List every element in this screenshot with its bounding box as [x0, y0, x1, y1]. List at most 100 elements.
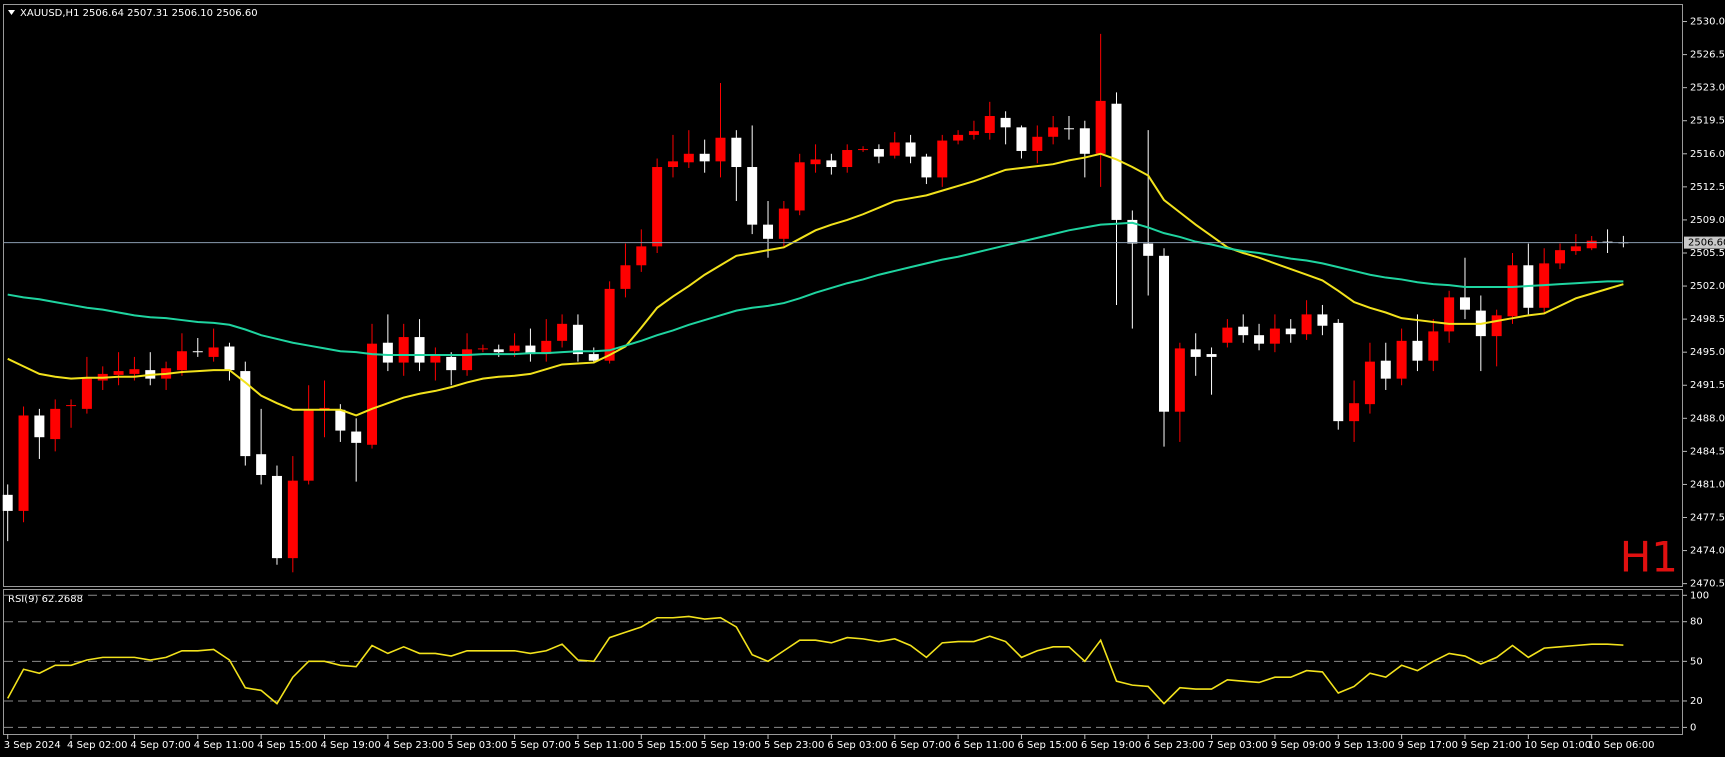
candle-body — [113, 371, 124, 375]
y-tick-label: 2505.50 — [1690, 248, 1725, 259]
candle-body — [1016, 127, 1027, 151]
y-tick-label: 20 — [1690, 696, 1703, 707]
candle-body — [794, 162, 805, 211]
candle-body — [81, 378, 92, 409]
x-tick-label: 4 Sep 11:00 — [194, 740, 254, 751]
y-tick-label: 2498.50 — [1690, 314, 1725, 325]
y-tick-label: 2474.00 — [1690, 546, 1725, 557]
candle-body — [1079, 128, 1090, 154]
candle-body — [477, 348, 488, 350]
candle-body — [953, 134, 964, 141]
moving-average-line — [7, 152, 1624, 417]
y-tick-label: 2481.00 — [1690, 479, 1725, 490]
candle-body — [620, 265, 631, 289]
candle-body — [398, 337, 409, 363]
y-tick-label: 2491.50 — [1690, 380, 1725, 391]
y-tick-label: 50 — [1690, 656, 1703, 667]
candle-body — [208, 347, 219, 357]
y-tick-label: 2470.50 — [1690, 579, 1725, 590]
candle-body — [1048, 127, 1059, 137]
candle-body — [1143, 243, 1154, 256]
x-tick-label: 4 Sep 15:00 — [257, 740, 317, 751]
rsi-title: RSI(9) 62.2688 — [8, 594, 83, 605]
candle-body — [826, 160, 837, 168]
candle-body — [1396, 340, 1407, 379]
candle-body — [1317, 314, 1328, 326]
x-tick-label: 5 Sep 23:00 — [764, 740, 824, 751]
candle-body — [1269, 328, 1280, 344]
rsi-panel-frame — [3, 589, 1683, 735]
candle-body — [747, 167, 758, 225]
x-tick-label: 5 Sep 15:00 — [637, 740, 697, 751]
x-tick-label: 6 Sep 19:00 — [1081, 740, 1141, 751]
candle-body — [1254, 335, 1265, 344]
candle-body — [287, 480, 298, 559]
y-tick-label: 2512.50 — [1690, 182, 1725, 193]
candle-body — [731, 137, 742, 168]
candle-body — [873, 149, 884, 157]
candle-body — [984, 116, 995, 134]
y-tick-label: 2509.00 — [1690, 215, 1725, 226]
candle-body — [1412, 340, 1423, 361]
candle-body — [129, 369, 140, 374]
candle-body — [889, 142, 900, 156]
candle-body — [224, 346, 235, 371]
candle-body — [303, 409, 314, 481]
candle-body — [351, 431, 362, 443]
x-tick-label: 5 Sep 19:00 — [701, 740, 761, 751]
candle-body — [1190, 349, 1201, 357]
candle-body — [557, 323, 568, 341]
x-tick-label: 10 Sep 06:00 — [1588, 740, 1655, 751]
x-tick-label: 9 Sep 17:00 — [1398, 740, 1458, 751]
candle-body — [176, 351, 187, 371]
candle-body — [271, 475, 282, 559]
candle-body — [1555, 250, 1566, 264]
candle-body — [588, 354, 599, 361]
candle-body — [541, 340, 552, 355]
y-tick-label: 2516.00 — [1690, 149, 1725, 160]
candle-body — [382, 342, 393, 363]
candle-body — [319, 407, 330, 409]
candle-body — [572, 324, 583, 355]
moving-average-line — [7, 221, 1624, 357]
x-tick-label: 5 Sep 07:00 — [511, 740, 571, 751]
candle-body — [367, 343, 378, 445]
candle-body — [1032, 136, 1043, 151]
x-tick-label: 6 Sep 23:00 — [1144, 740, 1204, 751]
x-tick-label: 4 Sep 23:00 — [384, 740, 444, 751]
candle-body — [905, 142, 916, 157]
candle-body — [430, 355, 441, 363]
candle-body — [1095, 100, 1106, 154]
candle-body — [1380, 360, 1391, 379]
x-tick-label: 10 Sep 01:00 — [1524, 740, 1591, 751]
candle-body — [192, 351, 203, 353]
candle-body — [34, 415, 45, 438]
x-tick-label: 9 Sep 13:00 — [1334, 740, 1394, 751]
x-tick-label: 5 Sep 03:00 — [447, 740, 507, 751]
candle-body — [1000, 117, 1011, 128]
y-tick-label: 2530.00 — [1690, 17, 1725, 28]
candle-body — [699, 153, 710, 162]
x-tick-label: 9 Sep 09:00 — [1271, 740, 1331, 751]
candle-body — [1301, 314, 1312, 335]
y-tick-label: 2526.50 — [1690, 50, 1725, 61]
y-tick-label: 2523.00 — [1690, 83, 1725, 94]
candle-body — [462, 349, 473, 371]
candle-body — [778, 208, 789, 239]
candle-body — [525, 345, 536, 355]
candle-body — [2, 494, 13, 511]
x-tick-label: 7 Sep 03:00 — [1208, 740, 1268, 751]
candle-body — [1459, 297, 1470, 310]
candle-body — [50, 408, 61, 440]
candle-body — [937, 140, 948, 178]
y-tick-label: 100 — [1690, 590, 1709, 601]
candle-body — [1206, 354, 1217, 357]
candle-body — [66, 405, 77, 407]
x-tick-label: 9 Sep 21:00 — [1461, 740, 1521, 751]
menu-triangle — [8, 10, 15, 15]
candle-body — [652, 167, 663, 247]
x-tick-label: 6 Sep 07:00 — [891, 740, 951, 751]
candle-body — [1174, 348, 1185, 412]
